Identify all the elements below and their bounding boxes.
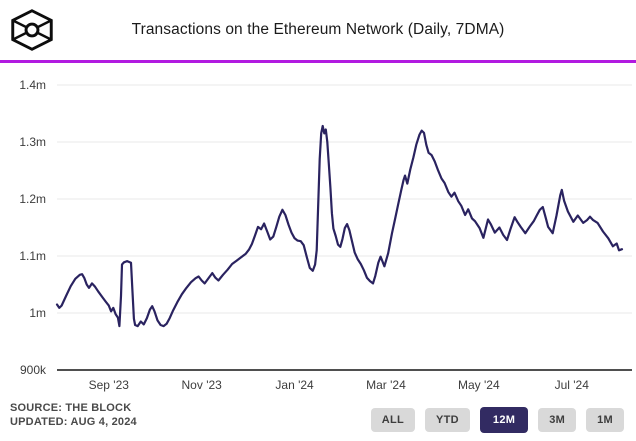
y-axis-label: 1.4m [19, 78, 46, 92]
x-axis-label: Jan '24 [275, 378, 314, 392]
range-button-12m[interactable]: 12M [479, 407, 529, 433]
y-axis-label: 1.2m [19, 192, 46, 206]
y-axis-label: 900k [19, 363, 46, 377]
range-selector: ALL YTD 12M 3M 1M [370, 407, 624, 433]
range-button-1m[interactable]: 1M [586, 408, 624, 432]
x-axis-label: Jul '24 [554, 378, 589, 392]
x-axis-label: May '24 [458, 378, 500, 392]
y-axis-label: 1m [29, 306, 46, 320]
x-axis-label: Nov '23 [181, 378, 222, 392]
source-attribution: SOURCE: THE BLOCK UPDATED: AUG 4, 2024 [10, 401, 137, 429]
logo-cube-spokes [12, 19, 52, 41]
chart-title: Transactions on the Ethereum Network (Da… [131, 21, 505, 38]
range-button-3m[interactable]: 3M [538, 408, 577, 432]
y-axis-label: 1.1m [19, 249, 46, 263]
header-divider [0, 60, 636, 63]
the-block-logo[interactable] [10, 8, 54, 52]
source-line: SOURCE: THE BLOCK [10, 402, 132, 414]
range-button-all[interactable]: ALL [370, 408, 415, 432]
x-axis-label: Mar '24 [366, 378, 406, 392]
range-button-ytd[interactable]: YTD [425, 408, 470, 432]
updated-line: UPDATED: AUG 4, 2024 [10, 416, 137, 428]
x-axis-label: Sep '23 [88, 378, 129, 392]
y-axis-label: 1.3m [19, 135, 46, 149]
logo-lens [24, 22, 40, 38]
